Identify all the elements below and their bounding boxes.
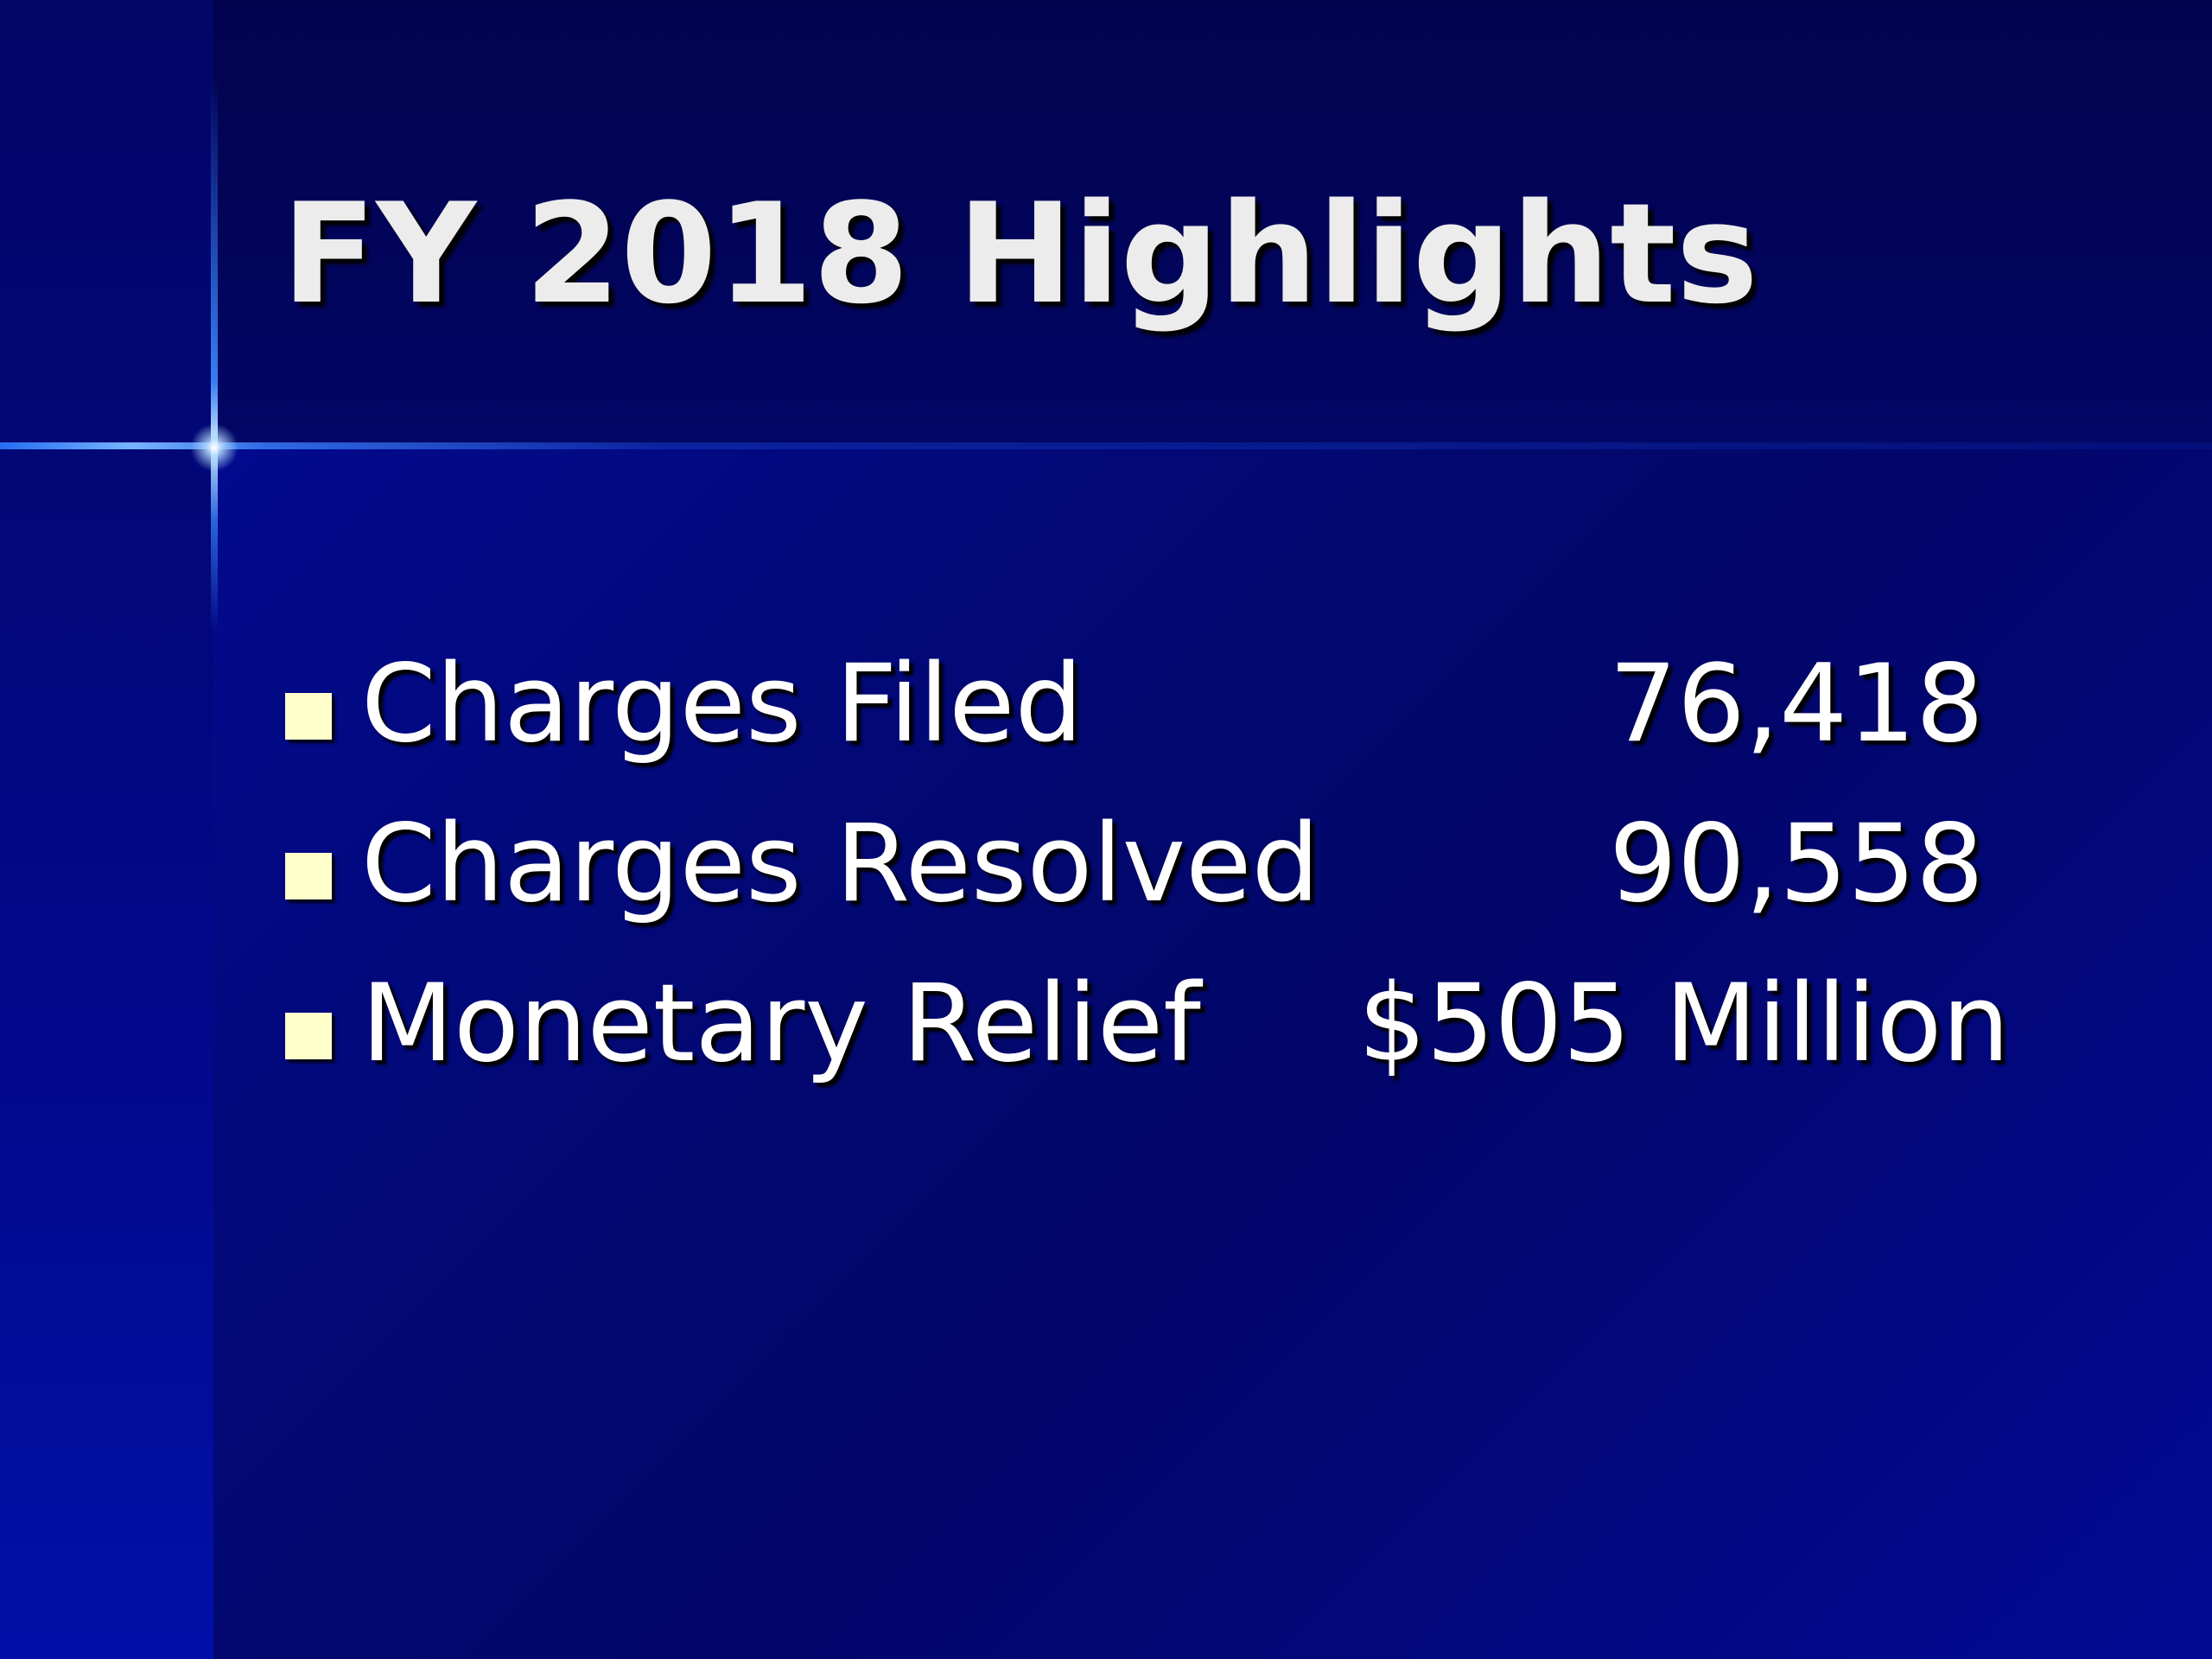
horizontal-light-line [0, 442, 2212, 449]
bullet-value: 90,558 [1609, 802, 1984, 926]
highlights-list: Charges Filed 76,418 Charges Resolved 90… [282, 639, 2010, 1119]
square-bullet-icon [285, 1013, 332, 1059]
list-item: Charges Filed 76,418 [282, 639, 2010, 799]
list-item: Monetary Relief $505 Million [282, 959, 2010, 1119]
header-background [213, 0, 2212, 446]
square-bullet-icon [285, 693, 332, 740]
body-background [213, 446, 2212, 1659]
bullet-value: $505 Million [1357, 962, 2010, 1086]
bullet-label: Monetary Relief [361, 962, 1201, 1086]
square-bullet-icon [285, 853, 332, 899]
bullet-label: Charges Resolved [361, 802, 1320, 926]
bullet-value: 76,418 [1609, 642, 1984, 766]
light-spark-icon [190, 423, 238, 472]
bullet-label: Charges Filed [361, 642, 1084, 766]
left-panel-background [0, 0, 213, 1659]
slide-title: FY 2018 Highlights [282, 173, 1758, 334]
list-item: Charges Resolved 90,558 [282, 799, 2010, 959]
vertical-light-line [211, 78, 218, 631]
